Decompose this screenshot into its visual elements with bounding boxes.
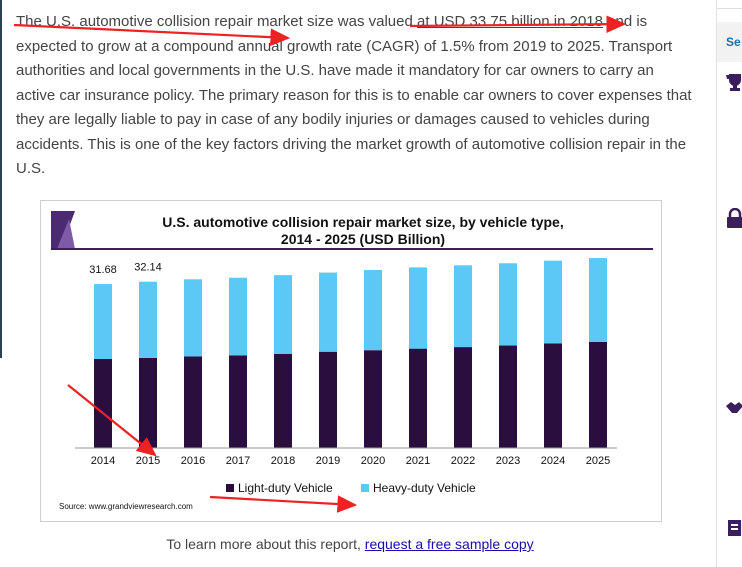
x-tick-label: 2018 [271,455,295,467]
x-tick-label: 2024 [541,455,565,467]
legend-swatch-light-duty [226,484,234,492]
lock-icon [726,208,742,228]
legend-label-light-duty: Light-duty Vehicle [238,481,333,495]
bar-light-duty-2014 [94,358,112,448]
bar-heavy-duty-2023 [499,263,517,346]
bar-heavy-duty-2014 [94,284,112,359]
article-paragraph: The U.S. automotive collision repair mar… [16,10,696,182]
chart-image: U.S. automotive collision repair market … [40,200,662,522]
x-tick-label: 2016 [181,455,205,467]
legend-swatch-heavy-duty [361,484,369,492]
bar-light-duty-2019 [319,351,337,448]
sidebar-search-tab[interactable]: Se [717,22,742,62]
x-tick-label: 2023 [496,455,520,467]
bar-light-duty-2016 [184,356,202,448]
chart-legend: Light-duty Vehicle Heavy-duty Vehicle [226,481,476,495]
x-tick-label: 2015 [136,455,160,467]
bar-heavy-duty-2022 [454,265,472,348]
legend-label-heavy-duty: Heavy-duty Vehicle [373,481,476,495]
bar-heavy-duty-2017 [229,277,247,356]
bar-heavy-duty-2016 [184,279,202,357]
x-tick-label: 2017 [226,455,250,467]
article-text-rest: expected to grow at a compound annual gr… [16,37,692,178]
x-tick-label: 2022 [451,455,475,467]
bar-heavy-duty-2024 [544,260,562,344]
x-tick-label: 2021 [406,455,430,467]
chart-logo-icon [51,211,75,249]
chart-source: Source: www.grandviewresearch.com [59,502,193,511]
handshake-icon [726,398,742,418]
article-body: The U.S. automotive collision repair mar… [16,10,696,182]
bar-light-duty-2015 [139,357,157,448]
cta-text: To learn more about this report, [166,536,365,552]
article-text-cont: and is [602,13,648,30]
chart-title-line1: U.S. automotive collision repair market … [162,214,563,230]
bar-light-duty-2023 [499,345,517,448]
sidebar-top-divider [717,0,742,9]
x-tick-label: 2014 [91,455,115,467]
x-tick-label: 2025 [586,455,610,467]
chart-title-line2: 2014 - 2025 (USD Billion) [281,231,445,247]
x-tick-label: 2019 [316,455,340,467]
bar-heavy-duty-2018 [274,275,292,354]
collision-repair-chart: U.S. automotive collision repair market … [51,211,653,511]
trophy-icon [726,72,742,92]
bar-light-duty-2025 [589,341,607,448]
bar-heavy-duty-2019 [319,272,337,352]
left-edge-strip [0,0,2,358]
bar-light-duty-2022 [454,347,472,448]
request-sample-link[interactable]: request a free sample copy [364,536,534,552]
bar-light-duty-2021 [409,348,427,448]
data-label-2014: 31.68 [89,264,117,276]
right-sidebar: Se [716,0,742,567]
bar-heavy-duty-2025 [589,258,607,342]
bar-light-duty-2018 [274,353,292,448]
report-cta: To learn more about this report, request… [0,536,700,552]
bar-heavy-duty-2021 [409,267,427,349]
bar-heavy-duty-2015 [139,281,157,358]
bar-light-duty-2024 [544,343,562,448]
document-icon [726,518,742,538]
article-text-start: The U.S. automotive collision repair mar… [16,13,418,30]
bar-light-duty-2020 [364,350,382,448]
x-tick-label: 2020 [361,455,385,467]
bar-light-duty-2017 [229,355,247,448]
bar-heavy-duty-2020 [364,269,382,351]
market-value-highlight: at USD 33.75 billion in 2018 [417,13,603,30]
data-label-2015: 32.14 [134,262,162,274]
